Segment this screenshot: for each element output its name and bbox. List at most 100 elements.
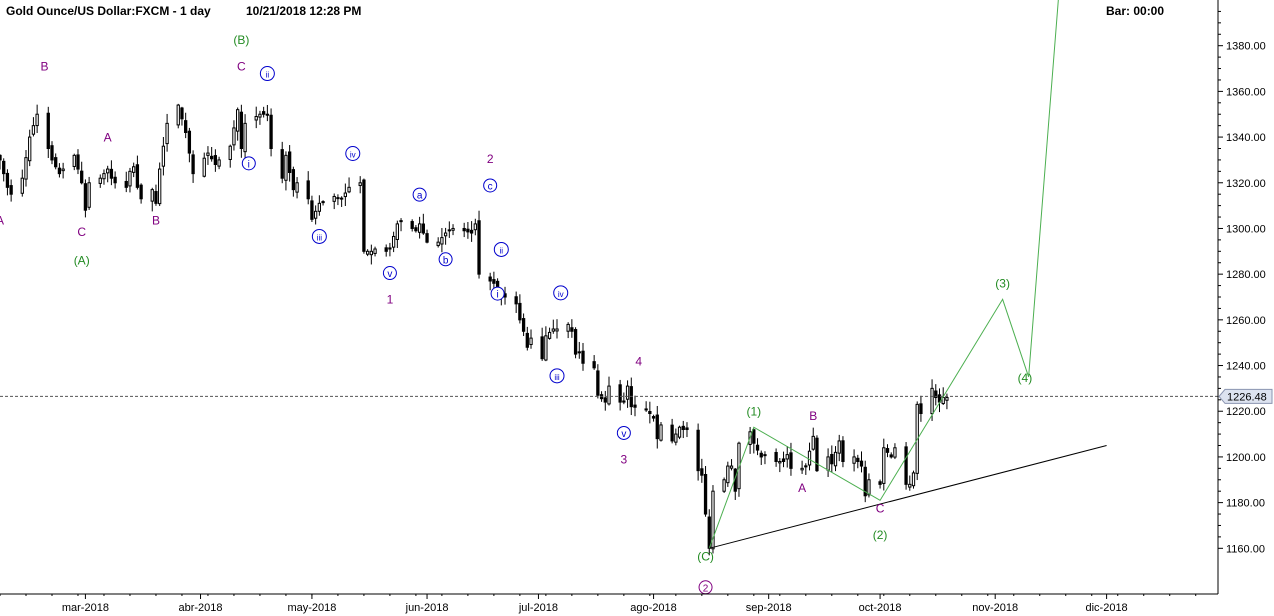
candle xyxy=(128,167,132,193)
candle xyxy=(856,454,860,469)
wave-label: A xyxy=(0,213,4,227)
candle-body xyxy=(778,460,782,464)
candle-body xyxy=(106,168,110,174)
candle xyxy=(317,195,322,216)
candle xyxy=(72,153,76,171)
candle-body xyxy=(135,164,140,188)
wave-label: ii xyxy=(493,241,509,257)
candle-body xyxy=(50,145,54,161)
candle-body xyxy=(815,437,819,472)
candle xyxy=(313,205,318,225)
candle xyxy=(154,184,158,206)
candle xyxy=(269,108,273,157)
wave-label: 3 xyxy=(621,452,628,466)
candle-body xyxy=(28,136,32,162)
candle-body xyxy=(473,223,477,231)
candle xyxy=(521,313,526,337)
candle-body xyxy=(603,397,607,403)
candle-body xyxy=(128,170,132,187)
candle xyxy=(135,155,140,190)
candle xyxy=(518,294,522,324)
wave-label: i xyxy=(490,286,505,301)
candle xyxy=(362,178,366,254)
wave-label-circle xyxy=(259,66,275,82)
candle-body xyxy=(265,113,270,116)
x-tick-label: dic-2018 xyxy=(1085,602,1127,614)
candle-body xyxy=(893,447,897,458)
candle xyxy=(20,169,24,197)
candle-body xyxy=(388,247,392,250)
wave-label-text: iv xyxy=(350,150,356,159)
candle-body xyxy=(61,168,65,172)
candle-body xyxy=(414,227,418,232)
candle-body xyxy=(113,176,117,184)
wave-label-circle xyxy=(438,252,453,267)
candle-body xyxy=(789,452,793,469)
y-tick-label: 1180.00 xyxy=(1226,498,1265,510)
wave-label: 2 xyxy=(487,152,494,166)
candle xyxy=(529,329,533,349)
candle-body xyxy=(417,223,422,233)
x-tick-label: abr-2018 xyxy=(179,602,223,614)
candle xyxy=(184,112,188,139)
wave-label-text: 1 xyxy=(387,292,394,306)
candle xyxy=(5,169,10,196)
candle-body xyxy=(440,237,444,245)
support-trendline xyxy=(709,445,1107,549)
candle xyxy=(9,179,13,202)
candle-body xyxy=(124,180,128,188)
wave-overlays xyxy=(0,0,1218,549)
wave-label-text: A xyxy=(0,213,4,227)
wave-label-text: ii xyxy=(266,71,270,80)
wave-label-text: i xyxy=(496,290,498,301)
candle-body xyxy=(737,442,741,490)
candle xyxy=(551,319,555,334)
candle-body xyxy=(781,458,786,462)
candle xyxy=(934,384,938,406)
candle-body xyxy=(109,168,114,179)
wave-label-text: 3 xyxy=(621,452,628,466)
candle-body xyxy=(436,241,440,247)
candle-body xyxy=(46,112,50,149)
candle-body xyxy=(313,210,318,219)
candle-body xyxy=(373,248,377,254)
candle xyxy=(696,423,700,481)
candle-body xyxy=(729,465,734,469)
candle xyxy=(2,158,6,182)
candle xyxy=(841,436,845,468)
candle xyxy=(547,327,552,340)
candle-body xyxy=(655,414,659,440)
price-tag-box xyxy=(1218,388,1273,404)
x-tick-label: nov-2018 xyxy=(972,602,1018,614)
candle-body xyxy=(54,157,58,168)
candle-body xyxy=(258,113,262,118)
candle xyxy=(358,176,362,194)
wave-label: v xyxy=(616,425,631,440)
candle xyxy=(469,221,474,242)
candle xyxy=(50,141,54,165)
candle-body xyxy=(763,454,767,457)
wave-label-text: C xyxy=(876,501,885,515)
candle-body xyxy=(700,468,704,476)
candle-body xyxy=(492,279,496,284)
wave-label: b xyxy=(438,252,453,267)
wave-label-text: iv xyxy=(558,290,564,299)
candle-body xyxy=(451,227,455,231)
candle-body xyxy=(87,182,91,208)
candle xyxy=(607,376,611,406)
wave-label: iii xyxy=(549,368,565,384)
candle-body xyxy=(681,425,685,431)
wave-label: (C) xyxy=(697,549,714,563)
wave-label-text: ii xyxy=(500,246,504,255)
candle xyxy=(830,445,834,473)
candle xyxy=(113,171,117,189)
candle xyxy=(703,466,708,517)
wave-label-text: c xyxy=(488,181,493,192)
wave-label-circle xyxy=(493,241,509,257)
chart-title: Gold Ounce/US Dollar:FXCM - 1 day xyxy=(6,4,211,18)
wave-label: (1) xyxy=(746,405,761,419)
x-tick-label: jul-2018 xyxy=(518,602,558,614)
candle xyxy=(217,156,221,170)
candle-body xyxy=(306,180,310,200)
